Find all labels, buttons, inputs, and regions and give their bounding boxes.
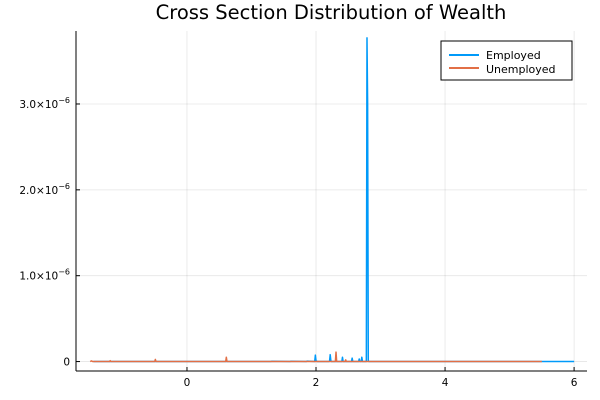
x-tick-label: 2 — [313, 377, 320, 389]
x-tick-label: 0 — [184, 377, 191, 389]
x-tick-label: 6 — [571, 377, 578, 389]
y-tick-label: 0 — [63, 357, 70, 369]
legend-box — [440, 40, 573, 81]
y-tick-label: 1.0×10−6 — [19, 268, 70, 283]
series-line-employed — [93, 37, 575, 363]
chart-title: Cross Section Distribution of Wealth — [156, 1, 507, 24]
tick-labels: 0 2 4 6 0 1.0×10−6 2.0×10−6 3.0×10−6 — [19, 96, 577, 389]
series-line-unemployed — [89, 351, 542, 363]
x-tick-label: 4 — [442, 377, 449, 389]
legend-label-unemployed: Unemployed — [486, 63, 556, 76]
plot-area: 0 2 4 6 0 1.0×10−6 2.0×10−6 3.0×10−6 — [19, 31, 587, 389]
legend-label-employed: Employed — [486, 49, 541, 62]
axes — [75, 31, 587, 372]
y-tick-label: 2.0×10−6 — [19, 182, 70, 197]
legend: Employed Unemployed — [440, 40, 573, 81]
y-tick-label: 3.0×10−6 — [19, 96, 70, 111]
series-group — [89, 37, 575, 363]
gridlines — [76, 31, 587, 371]
